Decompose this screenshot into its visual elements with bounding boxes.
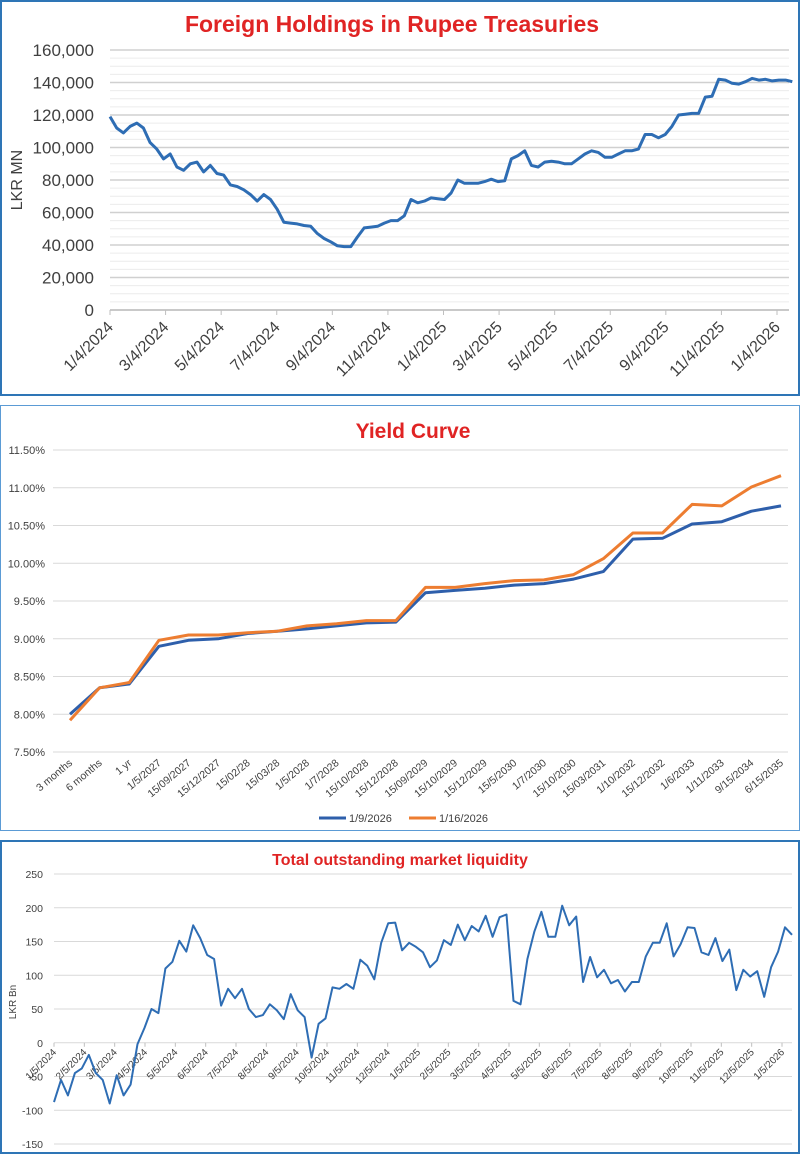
y-tick-label: 7.50% <box>14 747 45 759</box>
y-tick-label: 10.00% <box>8 558 46 570</box>
x-tick-label: 4/5/2025 <box>479 1047 515 1083</box>
chart-title: Total outstanding market liquidity <box>272 852 528 869</box>
x-tick-label: 8/5/2025 <box>600 1047 636 1083</box>
x-tick-label: 1/4/2025 <box>394 319 450 375</box>
x-tick-label: 5/5/2025 <box>509 1047 545 1083</box>
y-tick-label: 11.00% <box>9 483 46 495</box>
series-line-foreign-holdings <box>110 78 792 246</box>
x-tick-label: 2/5/2025 <box>418 1047 454 1083</box>
y-tick-label: 50 <box>31 1004 43 1016</box>
y-tick-label: 9.00% <box>14 634 45 646</box>
x-tick-label: 3/5/2024 <box>84 1047 120 1083</box>
chart-title: Yield Curve <box>356 420 471 443</box>
yield-curve-chart-panel: Yield Curve 7.50% 8.00% 8.50% 9.00% 9.50% 10.… <box>0 405 800 831</box>
market-liquidity-chart-panel: Total outstanding market liquidity LKR B… <box>0 840 800 1154</box>
yield-curve-chart: Yield Curve 7.50% 8.00% 8.50% 9.00% 9.50% 10.… <box>1 406 800 832</box>
x-tick-label: 1 yr <box>113 757 135 778</box>
x-tick-label: 1/4/2024 <box>61 319 117 375</box>
x-tick-label: 1/4/2026 <box>728 319 784 375</box>
y-tick-label: 200 <box>25 903 43 915</box>
x-tick-label: 1/5/2026 <box>752 1047 788 1083</box>
foreign-holdings-chart: Foreign Holdings in Rupee Treasuries LKR… <box>2 2 800 398</box>
market-liquidity-chart: Total outstanding market liquidity LKR B… <box>2 842 800 1156</box>
y-tick-label: -150 <box>22 1139 43 1151</box>
legend-label-series-1: 1/9/2026 <box>349 813 392 825</box>
series-line-1 <box>70 506 781 714</box>
y-tick-label: 120,000 <box>33 106 94 125</box>
y-tick-label: 150 <box>25 937 43 949</box>
x-tick-label: 1/5/2025 <box>388 1047 424 1083</box>
y-tick-label: 10.50% <box>8 521 46 533</box>
x-tick-label: 8/5/2024 <box>236 1047 272 1083</box>
x-tick-label: 9/4/2025 <box>617 319 673 375</box>
x-tick-label: 7/5/2024 <box>206 1047 242 1083</box>
foreign-holdings-chart-panel: Foreign Holdings in Rupee Treasuries LKR… <box>0 0 800 396</box>
x-tick-label: 5/4/2024 <box>172 319 228 375</box>
plot-area: -150-100-500501001502002501/5/20242/5/20… <box>22 869 792 1151</box>
y-tick-label: 20,000 <box>42 269 94 288</box>
y-tick-label: 0 <box>85 301 94 320</box>
y-axis-label: LKR Bn <box>8 985 19 1019</box>
x-tick-label: 6/5/2024 <box>175 1047 211 1083</box>
y-tick-label: 8.50% <box>14 672 45 684</box>
y-axis-label: LKR MN <box>9 150 26 210</box>
y-tick-label: 160,000 <box>33 41 94 60</box>
y-tick-label: 8.00% <box>14 709 45 721</box>
y-tick-label: 11.50% <box>9 445 46 457</box>
plot-area: 7.50% 8.00% 8.50% 9.00% 9.50% 10.00% 10.50% 11.… <box>8 445 788 800</box>
x-tick-label: 3/4/2024 <box>116 319 172 375</box>
y-tick-label: 60,000 <box>42 204 94 223</box>
legend-label-series-2: 1/16/2026 <box>439 813 488 825</box>
x-tick-label: 7/4/2024 <box>228 319 284 375</box>
y-tick-label: 0 <box>37 1038 43 1050</box>
chart-title: Foreign Holdings in Rupee Treasuries <box>185 11 599 37</box>
y-tick-label: 40,000 <box>42 236 94 255</box>
x-tick-label: 5/5/2024 <box>145 1047 181 1083</box>
y-tick-label: 80,000 <box>42 171 94 190</box>
x-tick-label: 7/4/2025 <box>561 319 617 375</box>
x-tick-label: 7/5/2025 <box>570 1047 606 1083</box>
legend: 1/9/2026 1/16/2026 <box>319 813 488 825</box>
x-tick-label: 11/4/2024 <box>333 319 395 381</box>
x-tick-label: 3/5/2025 <box>448 1047 484 1083</box>
y-tick-label: 100 <box>25 970 43 982</box>
x-tick-label: 3/4/2025 <box>450 319 506 375</box>
x-tick-label: 5/4/2025 <box>505 319 561 375</box>
y-tick-label: 140,000 <box>33 74 94 93</box>
y-tick-label: 250 <box>25 869 43 881</box>
series-line-2 <box>70 476 781 721</box>
y-tick-label: 100,000 <box>33 139 94 158</box>
x-tick-label: 6/5/2025 <box>539 1047 575 1083</box>
plot-area: 0 20,000 40,000 60,000 80,000 100,000 120,000 1… <box>33 41 793 380</box>
x-tick-label: 9/4/2024 <box>283 319 339 375</box>
x-tick-label: 11/4/2025 <box>667 319 729 381</box>
y-tick-label: -100 <box>22 1105 43 1117</box>
y-tick-label: 9.50% <box>14 596 45 608</box>
